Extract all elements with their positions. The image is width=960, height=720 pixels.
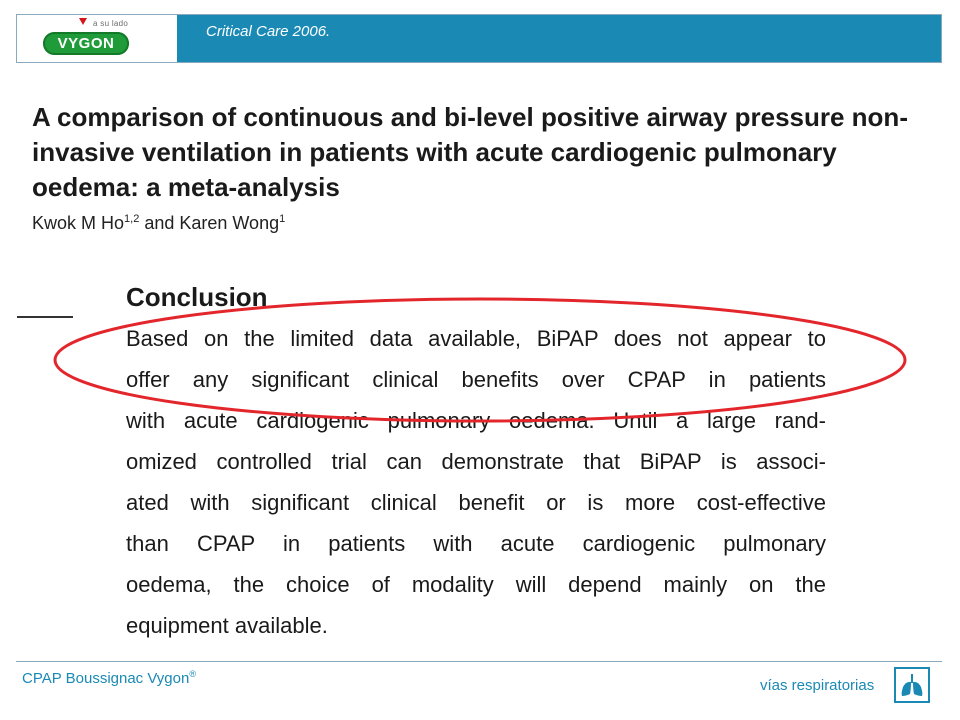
- logo-pill: VYGON: [43, 32, 129, 55]
- footer-divider: [16, 661, 942, 662]
- conclusion-line: offer any significant clinical benefits …: [126, 367, 826, 392]
- paper-title: A comparison of continuous and bi-level …: [32, 102, 908, 202]
- highlight-ellipse: [53, 297, 907, 423]
- conclusion-line: ated with significant clinical benefit o…: [126, 490, 826, 515]
- logo-text: VYGON: [57, 35, 115, 52]
- conclusion-line: oedema, the choice of modality will depe…: [126, 572, 826, 597]
- registered-mark: ®: [189, 669, 196, 679]
- author-1: Kwok M Ho: [32, 213, 125, 233]
- conclusion-line: omized controlled trial can demonstrate …: [126, 449, 826, 474]
- conclusion-line: than CPAP in patients with acute cardiog…: [126, 531, 826, 556]
- paper-authors: Kwok M Ho1,2 and Karen Wong1: [32, 213, 285, 234]
- author-1-affiliation: 1,2: [124, 213, 140, 225]
- footer-product-name: CPAP Boussignac Vygon: [22, 670, 190, 687]
- conclusion-body: Based on the limited data available, BiP…: [126, 318, 826, 646]
- vygon-logo: a su lado VYGON: [17, 15, 177, 62]
- author-2-affiliation: 1: [279, 213, 286, 225]
- header-band: Critical Care 2006.: [177, 15, 941, 62]
- lungs-icon: [894, 667, 930, 703]
- header-title: Critical Care 2006.: [206, 23, 331, 40]
- conclusion-line: equipment available.: [126, 613, 328, 638]
- logo-tagline: a su lado: [93, 19, 129, 28]
- conclusion-heading: Conclusion: [126, 282, 268, 312]
- footer-section: vías respiratorias: [760, 677, 875, 694]
- section-rule: [17, 316, 73, 318]
- footer-product: CPAP Boussignac Vygon®: [22, 669, 196, 687]
- logo-heart-mark: [79, 18, 87, 25]
- author-join: and Karen Wong: [139, 213, 280, 233]
- conclusion-line: Based on the limited data available, BiP…: [126, 326, 826, 351]
- slide-header: a su lado VYGON Critical Care 2006.: [16, 14, 942, 63]
